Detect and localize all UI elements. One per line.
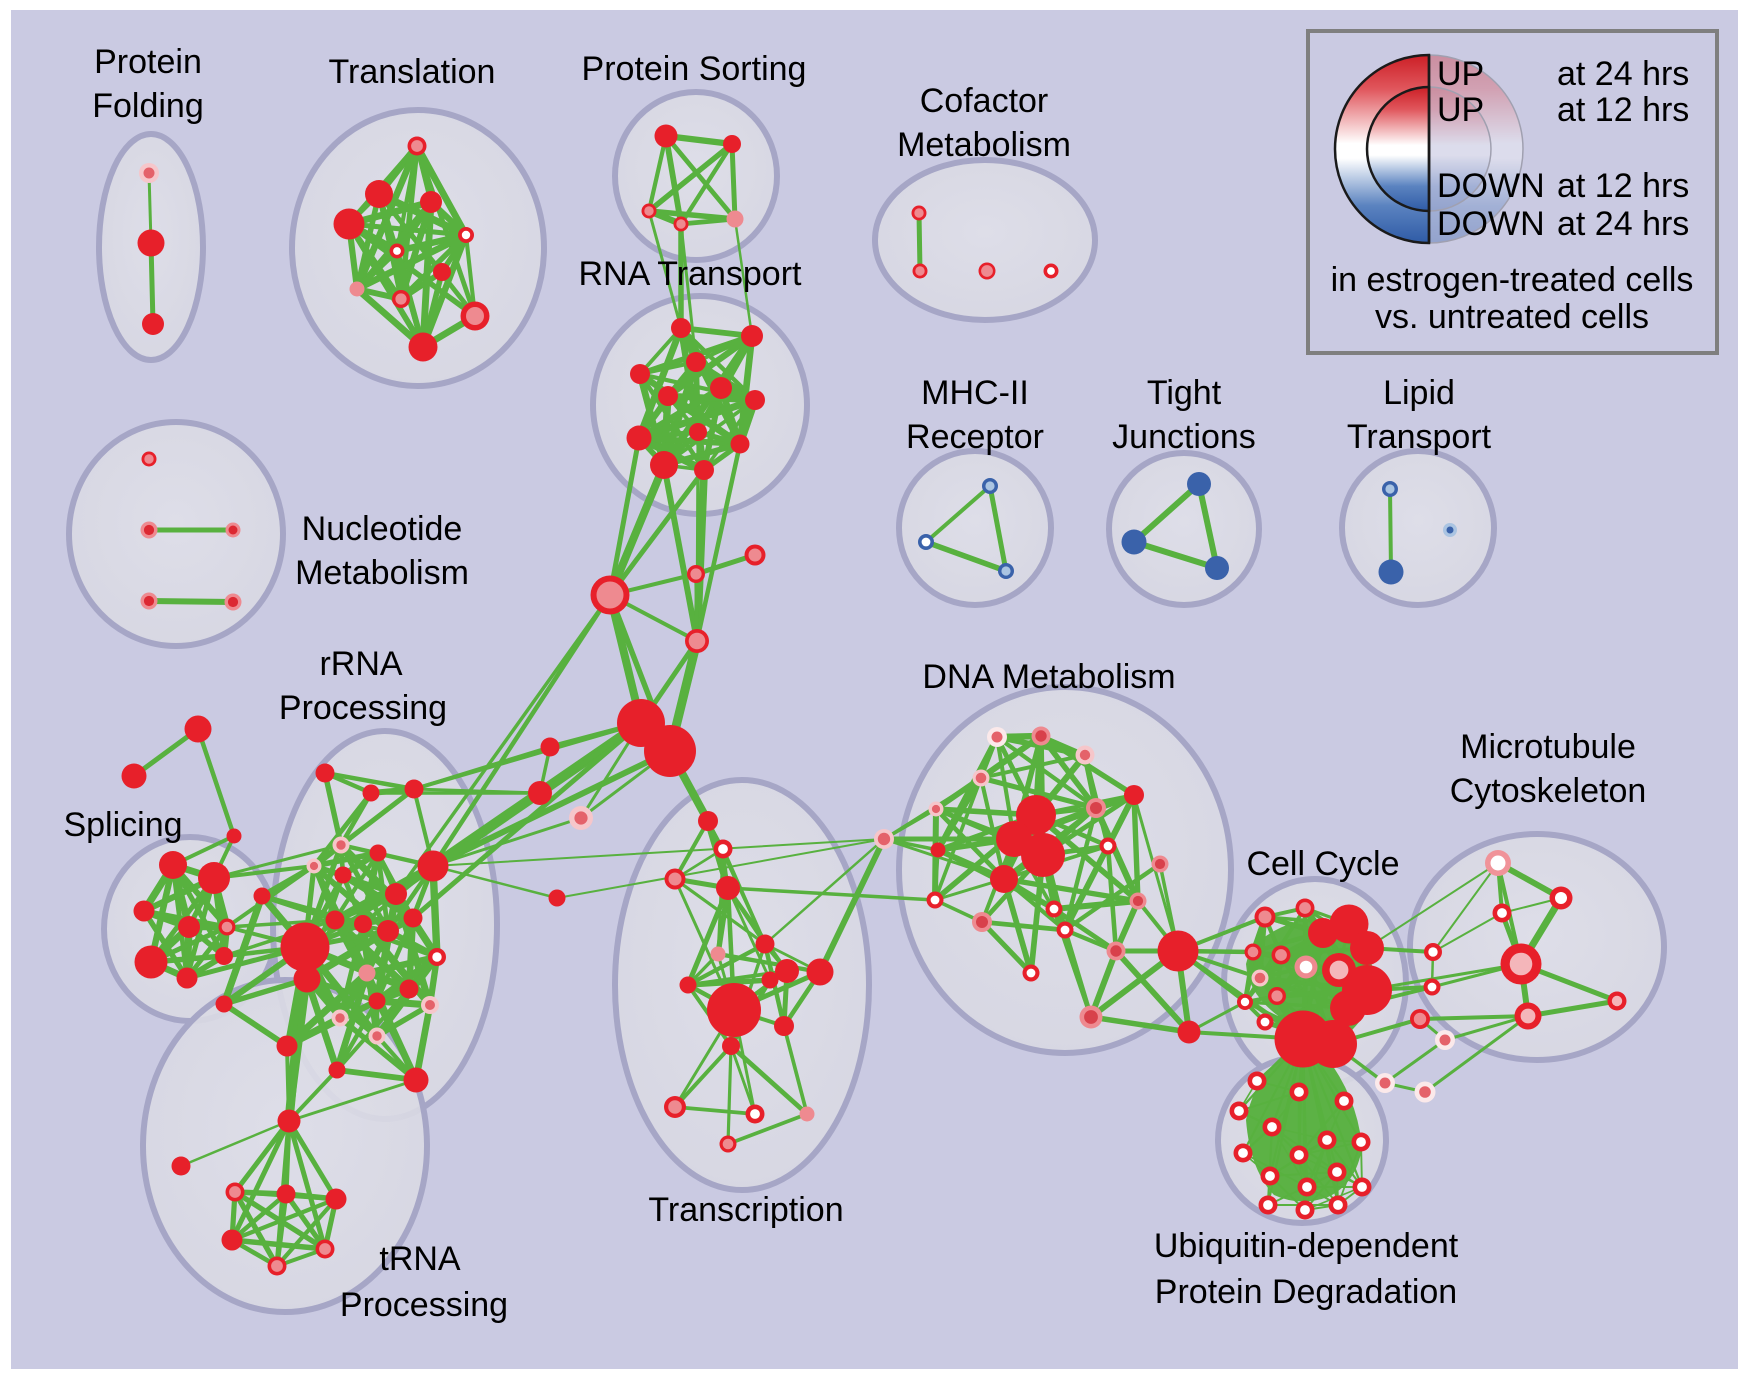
svg-text:Microtubule: Microtubule (1460, 728, 1636, 766)
svg-text:Metabolism: Metabolism (897, 126, 1071, 164)
svg-text:Processing: Processing (340, 1286, 508, 1324)
svg-text:Receptor: Receptor (906, 418, 1044, 456)
svg-text:DOWN: DOWN (1437, 205, 1545, 243)
svg-text:MHC-II: MHC-II (921, 374, 1029, 412)
svg-text:RNA Transport: RNA Transport (579, 255, 803, 293)
svg-text:Lipid: Lipid (1383, 374, 1455, 412)
svg-text:Cell Cycle: Cell Cycle (1246, 845, 1399, 883)
svg-text:DNA Metabolism: DNA Metabolism (922, 658, 1175, 696)
svg-text:Cytoskeleton: Cytoskeleton (1450, 772, 1647, 810)
svg-text:Translation: Translation (329, 53, 496, 91)
svg-text:at 12 hrs: at 12 hrs (1557, 167, 1689, 205)
svg-text:UP: UP (1437, 91, 1484, 129)
svg-text:tRNA: tRNA (379, 1240, 461, 1278)
svg-text:Tight: Tight (1147, 374, 1222, 412)
svg-text:at 12 hrs: at 12 hrs (1557, 91, 1689, 129)
svg-text:Metabolism: Metabolism (295, 554, 469, 592)
svg-text:Ubiquitin-dependent: Ubiquitin-dependent (1154, 1227, 1459, 1265)
svg-text:UP: UP (1437, 55, 1484, 93)
svg-text:Cofactor: Cofactor (920, 82, 1049, 120)
svg-text:Junctions: Junctions (1112, 418, 1256, 456)
svg-text:Folding: Folding (92, 87, 204, 125)
svg-text:Transport: Transport (1347, 418, 1492, 456)
svg-text:at 24 hrs: at 24 hrs (1557, 205, 1689, 243)
svg-text:Nucleotide: Nucleotide (302, 510, 463, 548)
svg-text:Processing: Processing (279, 689, 447, 727)
svg-text:Transcription: Transcription (648, 1191, 843, 1229)
svg-text:Splicing: Splicing (63, 806, 182, 844)
svg-text:Protein: Protein (94, 43, 202, 81)
svg-text:Protein Sorting: Protein Sorting (582, 50, 807, 88)
svg-text:at 24 hrs: at 24 hrs (1557, 55, 1689, 93)
svg-text:in estrogen-treated cells: in estrogen-treated cells (1331, 261, 1694, 299)
svg-text:vs. untreated cells: vs. untreated cells (1375, 298, 1649, 336)
svg-text:DOWN: DOWN (1437, 167, 1545, 205)
svg-text:rRNA: rRNA (319, 645, 402, 683)
svg-text:Protein Degradation: Protein Degradation (1155, 1273, 1457, 1311)
